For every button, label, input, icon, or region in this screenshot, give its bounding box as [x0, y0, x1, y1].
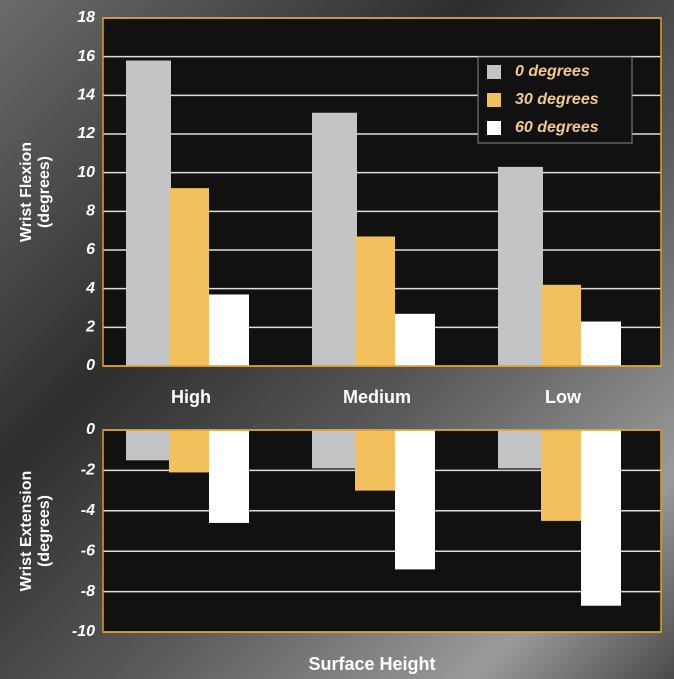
- y-axis-label: Wrist Extension(degrees): [18, 471, 53, 592]
- legend-swatch: [487, 65, 501, 79]
- y-tick-label: 12: [77, 125, 95, 142]
- y-tick-label: 18: [77, 9, 95, 26]
- y-tick-label: -2: [81, 462, 95, 479]
- y-tick-label: 8: [86, 203, 95, 220]
- x-axis-label: Surface Height: [308, 654, 435, 674]
- bar: [541, 284, 581, 366]
- y-axis-label-line: (degrees): [36, 156, 53, 228]
- bar: [498, 166, 543, 366]
- y-tick-label: 14: [77, 87, 95, 104]
- y-tick-label: 0: [86, 421, 95, 438]
- legend-swatch: [487, 121, 501, 135]
- bar: [541, 430, 581, 521]
- legend-box: [477, 56, 633, 144]
- plot-border: [102, 429, 662, 633]
- bar: [581, 321, 621, 366]
- y-axis-label: Wrist Flexion(degrees): [18, 142, 53, 242]
- y-tick-label: 6: [86, 241, 95, 258]
- y-tick-label: 10: [77, 164, 95, 181]
- bar: [312, 112, 357, 366]
- y-tick-label: -4: [81, 502, 95, 519]
- legend-label: 30 degrees: [515, 91, 599, 108]
- bar: [126, 430, 171, 461]
- y-tick-label: 0: [86, 357, 95, 374]
- x-tick-label: Medium: [343, 387, 411, 407]
- x-tick-label: Low: [545, 387, 582, 407]
- bar: [209, 294, 249, 366]
- bar: [126, 60, 171, 367]
- y-tick-label: 16: [77, 48, 95, 65]
- bar: [169, 188, 209, 366]
- y-axis-label-line: (degrees): [36, 495, 53, 567]
- bar: [355, 236, 395, 366]
- plot-border: [102, 17, 662, 367]
- bar: [498, 430, 543, 469]
- bar: [395, 430, 435, 570]
- y-tick-label: -10: [72, 623, 95, 640]
- bar: [581, 430, 621, 606]
- y-axis-label-line: Wrist Extension: [18, 471, 35, 592]
- bar: [395, 313, 435, 366]
- bar: [312, 430, 357, 469]
- legend-swatch: [487, 93, 501, 107]
- x-tick-label: High: [171, 387, 211, 407]
- y-tick-label: 2: [85, 319, 95, 336]
- bar: [355, 430, 395, 491]
- y-tick-label: -8: [81, 583, 95, 600]
- legend-label: 0 degrees: [515, 63, 590, 80]
- y-tick-label: 4: [85, 280, 95, 297]
- bar: [209, 430, 249, 523]
- y-tick-label: -6: [81, 542, 95, 559]
- y-axis-label-line: Wrist Flexion: [18, 142, 35, 242]
- legend-label: 60 degrees: [515, 119, 599, 136]
- bar: [169, 430, 209, 473]
